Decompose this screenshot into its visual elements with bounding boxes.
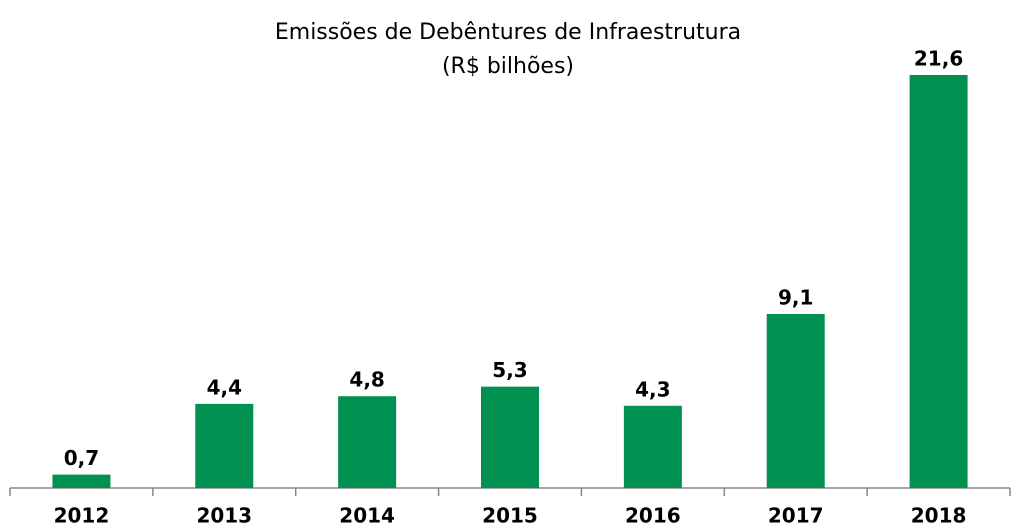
x-tick-label: 2017	[768, 504, 824, 528]
data-label: 4,8	[349, 368, 384, 392]
data-label: 21,6	[914, 47, 963, 71]
x-tick-label: 2016	[625, 504, 681, 528]
bar	[338, 396, 397, 488]
chart-subtitle: (R$ bilhões)	[442, 54, 574, 79]
data-label: 5,3	[492, 358, 527, 382]
bar	[766, 314, 825, 488]
bar	[623, 405, 682, 488]
bar	[481, 386, 539, 488]
data-label: 4,3	[635, 377, 670, 401]
x-tick-label: 2014	[339, 504, 395, 528]
bar	[195, 403, 254, 488]
x-tick-label: 2013	[196, 504, 252, 528]
x-tick-label: 2018	[911, 504, 967, 528]
data-label: 0,7	[64, 446, 99, 470]
chart-title: Emissões de Debêntures de Infraestrutura	[275, 20, 741, 45]
bar	[909, 75, 968, 488]
data-label: 4,4	[207, 375, 242, 399]
x-tick-label: 2012	[54, 504, 110, 528]
data-label: 9,1	[778, 286, 813, 310]
bar	[52, 474, 111, 488]
x-tick-label: 2015	[482, 504, 538, 528]
